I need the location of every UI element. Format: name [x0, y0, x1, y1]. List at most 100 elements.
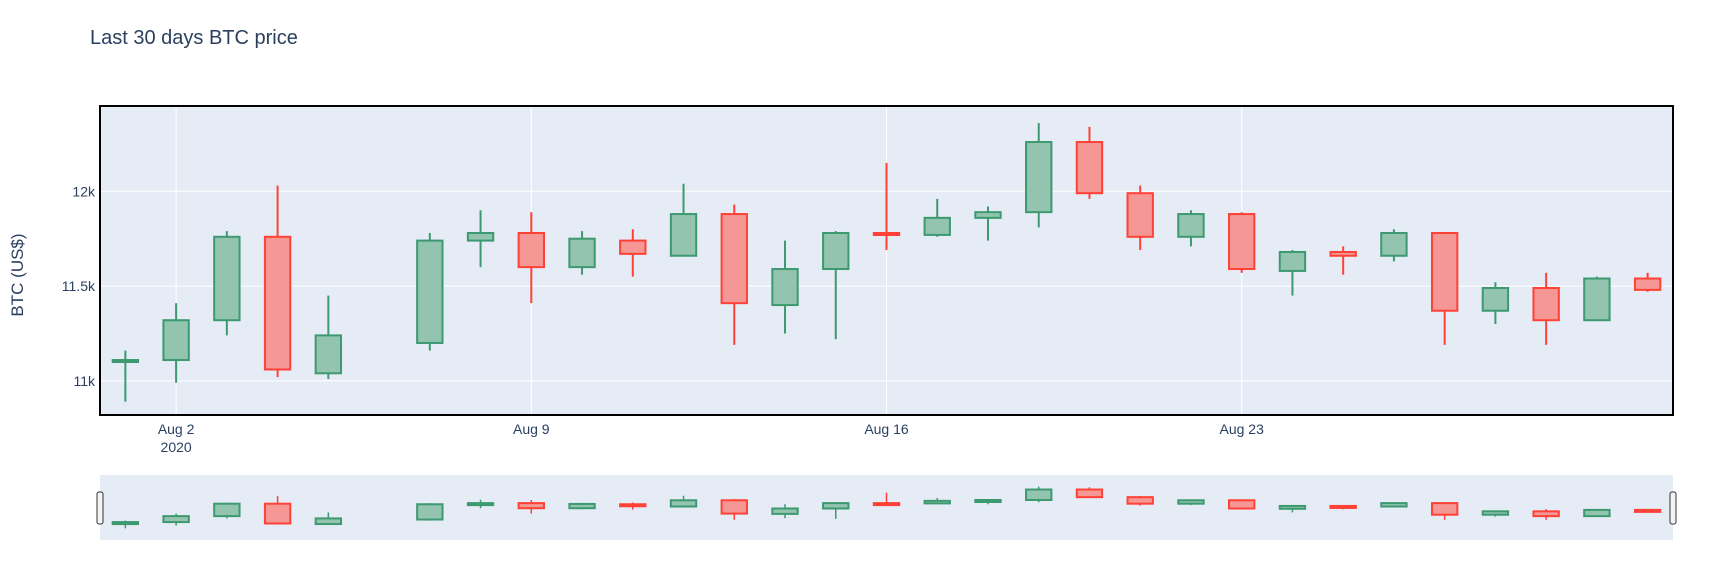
mini-candle-2020-08-26	[1380, 502, 1408, 508]
candle-body	[1228, 213, 1256, 271]
candle-2020-08-28[interactable]	[1481, 282, 1510, 325]
mini-candle-2020-08-05	[314, 512, 343, 526]
mini-candle-2020-08-10	[568, 502, 596, 510]
candle-2020-08-27[interactable]	[1430, 232, 1459, 345]
mini-candle-body	[974, 499, 1002, 503]
candle-body	[1278, 250, 1307, 272]
candle-2020-08-02[interactable]	[162, 303, 190, 383]
candle-2020-08-13[interactable]	[720, 204, 748, 345]
x-tick-label: Aug 23	[1220, 421, 1265, 437]
mini-candle-2020-08-23	[1228, 499, 1256, 510]
candle-2020-08-22[interactable]	[1177, 210, 1205, 247]
mini-candle-2020-08-07	[416, 503, 444, 521]
candle-2020-08-09[interactable]	[517, 212, 545, 304]
mini-candle-body	[1633, 508, 1662, 513]
candle-2020-08-25[interactable]	[1329, 246, 1357, 275]
mini-candle-2020-08-17	[923, 498, 951, 505]
candle-body	[1177, 213, 1205, 238]
mini-candle-body	[1532, 510, 1560, 518]
mini-candle-2020-08-01	[111, 520, 140, 529]
mini-candle-body	[1177, 499, 1205, 505]
candle-2020-08-08[interactable]	[466, 210, 495, 268]
chart-title: Last 30 days BTC price	[90, 27, 298, 49]
candle-body	[568, 237, 596, 269]
mini-candle-body	[466, 502, 495, 507]
candle-body	[619, 239, 647, 255]
mini-candle-body	[1278, 504, 1307, 510]
range-slider-left-handle[interactable]	[96, 491, 104, 525]
candles[interactable]	[111, 123, 1662, 402]
candle-body	[466, 232, 495, 242]
y-tick-label: 11.5k	[62, 278, 96, 294]
candle-2020-08-15[interactable]	[822, 231, 850, 340]
candle-2020-08-21[interactable]	[1126, 185, 1154, 251]
candle-2020-08-29[interactable]	[1532, 272, 1560, 345]
candle-body	[1583, 277, 1611, 322]
mini-candle-body	[111, 521, 140, 526]
candle-2020-08-17[interactable]	[923, 198, 951, 237]
mini-candle-body	[669, 499, 698, 508]
candle-2020-08-07[interactable]	[416, 233, 444, 351]
candle-body	[263, 235, 292, 371]
mini-candle-body	[1075, 488, 1104, 499]
mini-candle-2020-08-12	[669, 495, 698, 508]
candle-body	[720, 213, 748, 305]
candle-body	[872, 232, 901, 237]
candle-2020-08-26[interactable]	[1380, 229, 1408, 262]
mini-candle-body	[1126, 496, 1154, 505]
candle-2020-08-14[interactable]	[771, 240, 799, 334]
candle-body	[1633, 277, 1662, 291]
y-axis-ticks: 11k 11.5k 12k	[62, 183, 96, 389]
mini-candle-body	[162, 515, 190, 524]
mini-candle-body	[1380, 502, 1408, 508]
range-slider-track[interactable]	[100, 475, 1673, 540]
mini-candle-body	[1481, 510, 1510, 516]
mini-candle-2020-08-11	[619, 502, 647, 510]
candle-2020-08-20[interactable]	[1075, 126, 1104, 199]
mini-candle-2020-08-27	[1430, 502, 1459, 520]
candle-2020-08-23[interactable]	[1228, 212, 1256, 273]
x-tick-label: Aug 9	[513, 421, 550, 437]
mini-candle-2020-08-20	[1075, 487, 1104, 499]
candle-body	[162, 319, 190, 362]
plot-frame	[99, 105, 1674, 416]
candle-2020-08-30[interactable]	[1583, 276, 1611, 322]
candle-2020-08-04[interactable]	[263, 185, 292, 378]
candle-body	[416, 239, 444, 344]
candle-2020-08-12[interactable]	[669, 183, 698, 257]
mini-candle-body	[619, 503, 647, 508]
candle-2020-08-19[interactable]	[1025, 123, 1053, 228]
candle-body	[517, 232, 545, 269]
mini-candle-body	[923, 499, 951, 505]
candle-body	[1025, 141, 1053, 214]
candle-body	[1481, 286, 1510, 312]
candle-2020-08-03[interactable]	[213, 231, 241, 336]
mini-candle-2020-08-28	[1481, 510, 1510, 517]
mini-candle-2020-08-15	[822, 502, 850, 519]
candle-2020-08-05[interactable]	[314, 295, 343, 379]
candle-body	[974, 211, 1002, 219]
candle-2020-08-01[interactable]	[111, 350, 140, 402]
mini-candle-2020-08-04	[263, 496, 292, 525]
candle-2020-08-31[interactable]	[1633, 272, 1662, 292]
candle-body	[822, 232, 850, 271]
candle-body	[111, 359, 140, 364]
candle-body	[213, 235, 241, 322]
mini-candle-body	[1583, 508, 1611, 518]
range-slider-right-handle[interactable]	[1669, 491, 1677, 525]
candle-body	[314, 334, 343, 375]
candle-2020-08-18[interactable]	[974, 206, 1002, 241]
mini-candle-body	[517, 502, 545, 510]
candle-2020-08-11[interactable]	[619, 229, 647, 277]
mini-candle-2020-08-19	[1025, 486, 1053, 503]
mini-candle-body	[314, 517, 343, 526]
mini-candle-body	[1025, 488, 1053, 501]
candle-2020-08-24[interactable]	[1278, 250, 1307, 296]
candle-2020-08-16[interactable]	[872, 162, 901, 251]
candle-2020-08-10[interactable]	[568, 231, 596, 275]
y-tick-label: 12k	[72, 183, 96, 199]
candle-body	[923, 216, 951, 236]
mini-candle-2020-08-03	[213, 502, 241, 519]
candle-body	[1126, 192, 1154, 238]
